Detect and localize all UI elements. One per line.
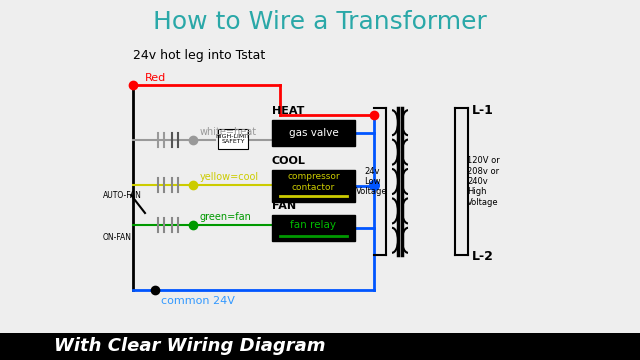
- Text: compressor
contactor: compressor contactor: [287, 172, 340, 192]
- Text: FAN: FAN: [272, 201, 296, 211]
- Text: 24v
Low
Voltage: 24v Low Voltage: [356, 167, 388, 197]
- Text: common 24V: common 24V: [161, 296, 235, 306]
- Text: gas valve: gas valve: [289, 128, 339, 138]
- Text: Red: Red: [145, 73, 166, 83]
- Bar: [272, 215, 355, 241]
- Bar: [0, 333, 640, 360]
- Text: With Clear Wiring Diagram: With Clear Wiring Diagram: [54, 337, 326, 355]
- Text: L-1: L-1: [472, 104, 494, 117]
- Bar: [218, 129, 248, 149]
- Text: HEAT: HEAT: [272, 106, 305, 116]
- Bar: [272, 120, 355, 146]
- Text: white=heat: white=heat: [200, 127, 257, 137]
- Text: 120V or
208v or
240v
High
Voltage: 120V or 208v or 240v High Voltage: [467, 156, 500, 207]
- Bar: [272, 170, 355, 202]
- Text: AUTO-FAN: AUTO-FAN: [103, 190, 142, 199]
- Text: fan relay: fan relay: [291, 220, 337, 230]
- Text: green=fan: green=fan: [200, 212, 252, 222]
- Text: COOL: COOL: [272, 156, 306, 166]
- Text: How to Wire a Transformer: How to Wire a Transformer: [153, 10, 487, 34]
- Text: yellow=cool: yellow=cool: [200, 172, 259, 182]
- Text: 24v hot leg into Tstat: 24v hot leg into Tstat: [133, 49, 265, 62]
- Text: HIGH-LIMIT
SAFETY: HIGH-LIMIT SAFETY: [216, 134, 250, 144]
- Text: ON-FAN: ON-FAN: [103, 233, 132, 242]
- Text: L-2: L-2: [472, 251, 494, 264]
